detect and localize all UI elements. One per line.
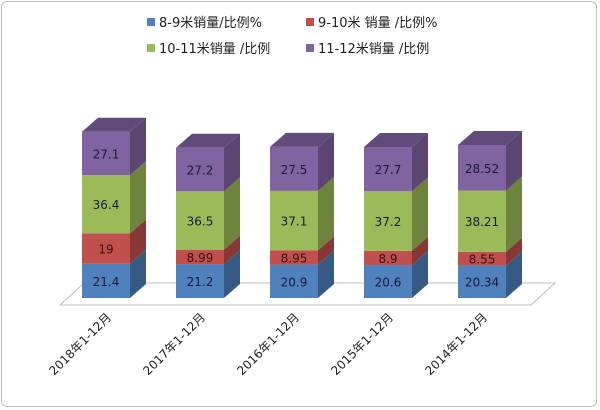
data-label: 37.1 [281,215,308,229]
legend-label: 8-9米销量/比例% [159,16,262,31]
bar-segment-side [318,236,334,265]
bar-segment-side [224,250,240,298]
bar-segment-side [506,131,522,191]
data-label: 19 [98,243,113,257]
legend-label: 10-11米销量 /比例 [159,42,271,57]
bar-segment-side [130,117,146,176]
data-label: 27.1 [93,147,120,161]
legend-item-11-12m: 11-12米销量 /比例 [306,38,429,57]
bar-segment-front [82,131,130,176]
bar-segment-front [458,251,506,266]
bar-segment-front [176,249,224,265]
data-label: 21.4 [93,275,120,289]
legend-swatch [147,43,155,52]
bar-segment-front [458,190,506,252]
bar-segment-front [176,191,224,250]
bar-segment-front [82,263,130,298]
data-label: 36.5 [187,214,214,228]
bar-segment-top [458,131,522,146]
bar-segment-top [364,132,428,147]
bar-segment-front [458,145,506,191]
bar-segment-front [270,264,318,298]
bar-segment-side [224,133,240,192]
bar-segment-side [130,249,146,298]
data-label: 38.21 [465,215,499,229]
bar-segment-top [176,133,240,148]
data-label: 36.4 [93,198,120,212]
bar-segment-front [270,146,318,191]
legend-label: 11-12米销量 /比例 [318,42,430,57]
bar-segment-front [270,190,318,251]
bar-segment-front [176,147,224,192]
data-label: 8.55 [469,253,496,267]
bar-segment-side [130,161,146,234]
legend-swatch [306,17,314,26]
bar-segment-top [82,117,146,132]
bar-segment-side [412,251,428,298]
bar-segment-side [506,237,522,266]
data-label: 21.2 [187,275,214,289]
data-label: 20.34 [465,276,499,290]
data-label: 8.99 [187,251,214,265]
data-label: 28.52 [465,162,499,176]
data-label: 27.2 [187,164,214,178]
bar-segment-top [270,132,334,147]
bar-segment-front [270,250,318,265]
legend-label: 9-10米 销量 /比例% [318,16,438,31]
bar-segment-side [412,132,428,192]
data-label: 8.9 [378,252,397,266]
data-label: 37.2 [375,215,402,229]
legend-item-8-9m: 8-9米销量/比例% [147,12,262,31]
legend-item-10-11m: 10-11米销量 /比例 [147,38,270,57]
bar-segment-front [364,146,412,192]
data-label: 27.7 [375,163,402,177]
bar-segment-side [318,132,334,191]
bar-segment-side [506,176,522,252]
legend-swatch [306,43,314,52]
bar-segment-side [506,251,522,298]
legend-swatch [147,17,155,26]
x-tick-label: 2016年1-12月 [234,310,302,378]
bar-segment-front [364,191,412,251]
data-label: 8.95 [281,251,308,265]
x-tick-label: 2014年1-12月 [422,310,490,378]
bar-segment-front [364,265,412,298]
data-label: 27.5 [281,163,308,177]
bar-segment-front [364,250,412,266]
x-tick-label: 2017年1-12月 [140,310,208,378]
bar-segment-side [318,250,334,298]
bar-segment-side [318,176,334,251]
x-tick-label: 2018年1-12月 [46,310,114,378]
bar-segment-front [82,233,130,264]
bar-segment-side [412,236,428,266]
bar-segment-side [412,177,428,251]
data-label: 20.6 [375,276,402,290]
data-label: 20.9 [281,275,308,289]
legend-item-9-10m: 9-10米 销量 /比例% [306,12,438,31]
bar-segment-front [458,265,506,298]
bar-segment-side [130,219,146,264]
bar-segment-front [176,264,224,298]
bar-segment-front [82,175,130,234]
bar-segment-side [224,235,240,265]
x-tick-label: 2015年1-12月 [328,310,396,378]
bar-segment-side [224,177,240,250]
